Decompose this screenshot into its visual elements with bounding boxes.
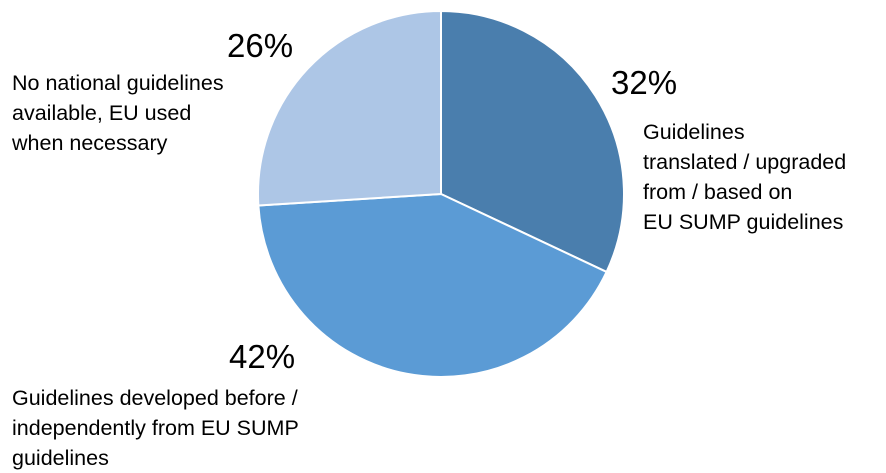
pie-category-label-1-line-4: EU SUMP guidelines (643, 210, 844, 234)
pie-slice-2 (257, 193, 608, 378)
pie-category-label-1-line-2: translated / upgraded (643, 150, 847, 174)
pie-value-label-1: 32% (611, 64, 678, 101)
pie-slice-1 (440, 10, 625, 273)
pie-category-label-3-line-3: when necessary (12, 131, 168, 155)
pie-category-label-3-line-1: No national guidelines (12, 71, 224, 95)
pie-category-label-1: Guidelines translated / upgraded from / … (643, 117, 846, 237)
pie-category-label-1-line-1: Guidelines (643, 120, 745, 144)
pie-category-label-2-line-3: guidelines (12, 446, 109, 470)
pie-category-label-3-line-2: available, EU used (12, 101, 192, 125)
pie-value-label-3: 26% (227, 27, 294, 64)
pie-category-label-3: No national guidelines available, EU use… (12, 68, 224, 158)
pie-category-label-2-line-1: Guidelines developed before / (12, 386, 298, 410)
pie-category-label-2-line-2: independently from EU SUMP (12, 416, 299, 440)
pie-category-label-1-line-3: from / based on (643, 180, 793, 204)
pie-category-label-2: Guidelines developed before / independen… (12, 383, 299, 473)
pie-slice-3 (256, 10, 442, 207)
pie-value-label-2: 42% (229, 338, 296, 375)
